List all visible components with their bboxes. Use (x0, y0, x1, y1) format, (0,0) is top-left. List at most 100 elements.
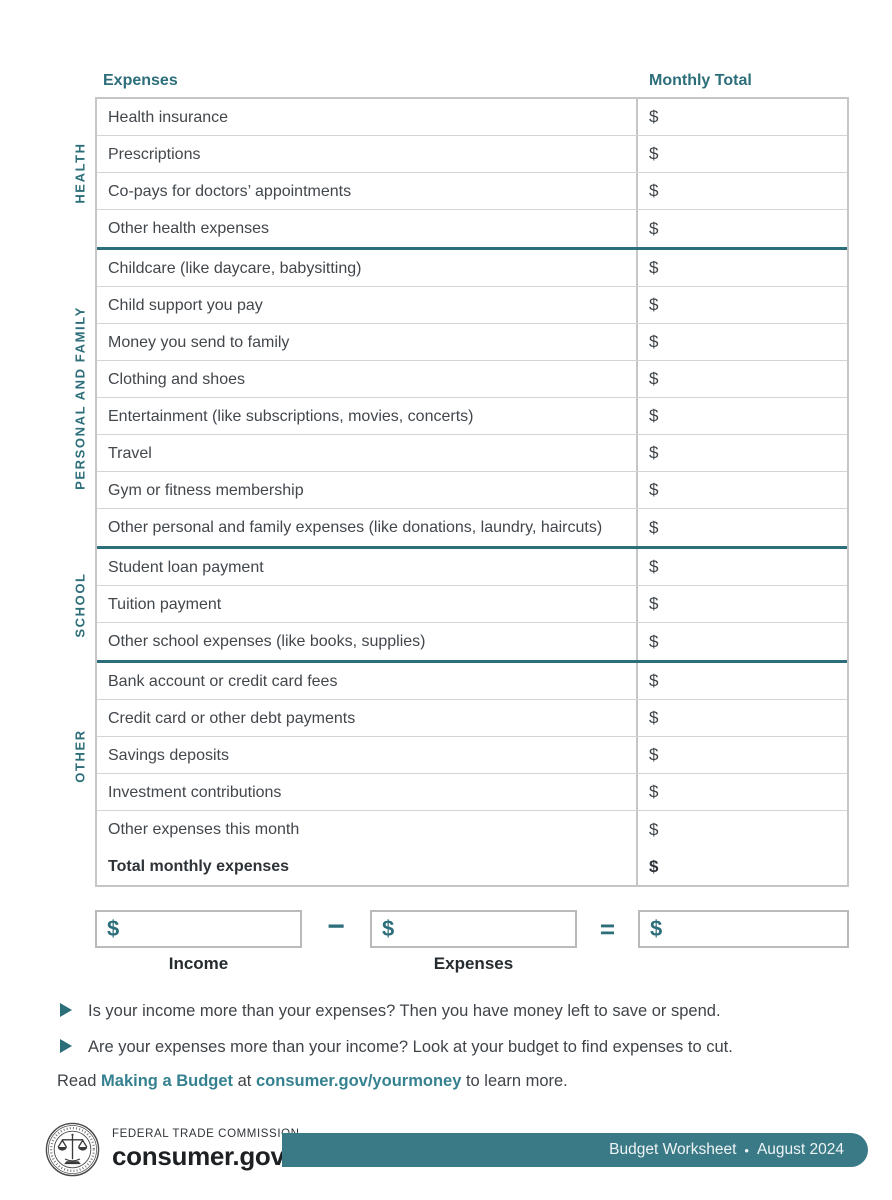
total-row-label: Total monthly expenses (108, 858, 290, 875)
making-a-budget-link[interactable]: Making a Budget (101, 1072, 234, 1090)
dollar-sign: $ (649, 671, 659, 690)
monthly-total-cell[interactable]: $ (636, 361, 847, 397)
table-section: SCHOOL Student loan payment $ Tuition payme… (73, 549, 847, 663)
section-label: SCHOOL (72, 571, 88, 638)
expense-row: Health insurance $ (97, 99, 847, 136)
expense-label: Money you send to family (108, 333, 290, 351)
income-input-box[interactable]: $ (95, 910, 302, 948)
logo-text: FEDERAL TRADE COMMISSION consumer.gov (112, 1128, 300, 1172)
expense-label: Bank account or credit card fees (108, 672, 338, 690)
expense-label: Student loan payment (108, 558, 264, 576)
monthly-total-cell[interactable]: $ (636, 99, 847, 135)
dollar-sign: $ (649, 594, 659, 613)
read-more-line: Read Making a Budget at consumer.gov/you… (57, 1072, 852, 1091)
dollar-sign: $ (649, 443, 659, 462)
expense-row: Clothing and shoes $ (97, 361, 847, 398)
tip-text: Is your income more than your expenses? … (88, 1002, 721, 1020)
monthly-total-cell[interactable]: $ (636, 210, 847, 247)
monthly-total-cell[interactable]: $ (636, 324, 847, 360)
monthly-total-cell[interactable]: $ (636, 250, 847, 286)
banner-title: Budget Worksheet (609, 1141, 737, 1158)
ftc-seal-icon (45, 1122, 100, 1177)
banner-date: August 2024 (756, 1141, 844, 1158)
dollar-sign: $ (649, 218, 659, 238)
dollar-sign: $ (649, 708, 659, 727)
dollar-sign: $ (649, 258, 659, 277)
expense-row: Other health expenses $ (97, 210, 847, 247)
expense-label: Other school expenses (like books, suppl… (108, 633, 426, 650)
expense-row: Travel $ (97, 435, 847, 472)
expense-label: Credit card or other debt payments (108, 709, 356, 727)
section-label: OTHER (72, 728, 88, 783)
monthly-total-cell[interactable]: $ (636, 623, 847, 660)
table-section: PERSONAL AND FAMILY Childcare (like dayca… (73, 250, 847, 549)
arrow-bullet-icon (60, 1003, 88, 1017)
dollar-sign: $ (649, 631, 659, 651)
list-item: Is your income more than your expenses? … (60, 1000, 852, 1022)
total-monthly-total-cell[interactable]: $ (636, 848, 847, 885)
read-more-suffix: to learn more. (461, 1072, 568, 1090)
expenses-input-box[interactable]: $ (370, 910, 577, 948)
monthly-total-cell[interactable]: $ (636, 737, 847, 773)
expense-row: Tuition payment $ (97, 586, 847, 623)
expense-row: Child support you pay $ (97, 287, 847, 324)
monthly-total-cell[interactable]: $ (636, 663, 847, 699)
expense-row: Investment contributions $ (97, 774, 847, 811)
expense-label: Health insurance (108, 108, 229, 126)
expense-row: Student loan payment $ (97, 549, 847, 586)
expense-row: Money you send to family $ (97, 324, 847, 361)
expense-row: Bank account or credit card fees $ (97, 663, 847, 700)
footer: FEDERAL TRADE COMMISSION consumer.gov Bu… (0, 1118, 892, 1180)
expense-row: Childcare (like daycare, babysitting) $ (97, 250, 847, 287)
dollar-sign: $ (649, 856, 659, 876)
expense-row: Other personal and family expenses (like… (97, 509, 847, 546)
result-input-box[interactable]: $ (638, 910, 849, 948)
dollar-sign: $ (649, 745, 659, 764)
monthly-total-cell[interactable]: $ (636, 586, 847, 622)
tips-list: Is your income more than your expenses? … (60, 1000, 852, 1058)
table-section: HEALTH Health insurance $ Prescriptions $ Co-… (73, 99, 847, 250)
dollar-sign: $ (107, 916, 120, 941)
dollar-sign: $ (649, 107, 659, 126)
monthly-total-cell[interactable]: $ (636, 509, 847, 546)
expense-label: Other health expenses (108, 220, 269, 237)
monthly-total-cell[interactable]: $ (636, 173, 847, 209)
monthly-total-cell[interactable]: $ (636, 472, 847, 508)
monthly-total-cell[interactable]: $ (636, 811, 847, 848)
consumer-gov-yourmoney-link[interactable]: consumer.gov/yourmoney (255, 1072, 462, 1090)
expense-row: Other school expenses (like books, suppl… (97, 623, 847, 660)
monthly-total-cell[interactable]: $ (636, 398, 847, 434)
expense-label: Other personal and family expenses (like… (108, 519, 603, 536)
section-label: HEALTH (72, 142, 88, 204)
equation-labels: Income Expenses (95, 954, 849, 974)
expense-table: HEALTH Health insurance $ Prescriptions $ Co-… (73, 97, 849, 887)
monthly-total-cell[interactable]: $ (636, 287, 847, 323)
brand-name: consumer.gov (112, 1140, 285, 1171)
minus-operator: − (327, 910, 345, 943)
dollar-sign: $ (649, 406, 659, 425)
monthly-total-cell[interactable]: $ (636, 700, 847, 736)
dollar-sign: $ (650, 916, 663, 941)
dollar-sign: $ (649, 144, 659, 163)
expense-label: Savings deposits (108, 746, 229, 764)
dollar-sign: $ (382, 916, 395, 941)
expense-row: Savings deposits $ (97, 737, 847, 774)
expenses-column-header: Expenses (103, 72, 178, 89)
tip-text: Are your expenses more than your income?… (88, 1038, 733, 1056)
agency-name: FEDERAL TRADE COMMISSION (112, 1127, 300, 1140)
footer-banner: Budget Worksheet • August 2024 (282, 1133, 868, 1167)
expense-label: Childcare (like daycare, babysitting) (108, 259, 362, 277)
monthly-total-cell[interactable]: $ (636, 774, 847, 810)
expense-label: Other expenses this month (108, 821, 300, 838)
dollar-sign: $ (649, 557, 659, 576)
dollar-sign: $ (649, 782, 659, 801)
dollar-sign: $ (649, 369, 659, 388)
expense-row: Entertainment (like subscriptions, movie… (97, 398, 847, 435)
monthly-total-cell[interactable]: $ (636, 549, 847, 585)
income-minus-expenses-equation: $ − $ = $ (95, 910, 849, 948)
expense-row: Co-pays for doctors’ appointments $ (97, 173, 847, 210)
table-section: OTHER Bank account or credit card fees $ Cr… (73, 663, 847, 848)
dollar-sign: $ (649, 295, 659, 314)
monthly-total-cell[interactable]: $ (636, 136, 847, 172)
monthly-total-cell[interactable]: $ (636, 435, 847, 471)
